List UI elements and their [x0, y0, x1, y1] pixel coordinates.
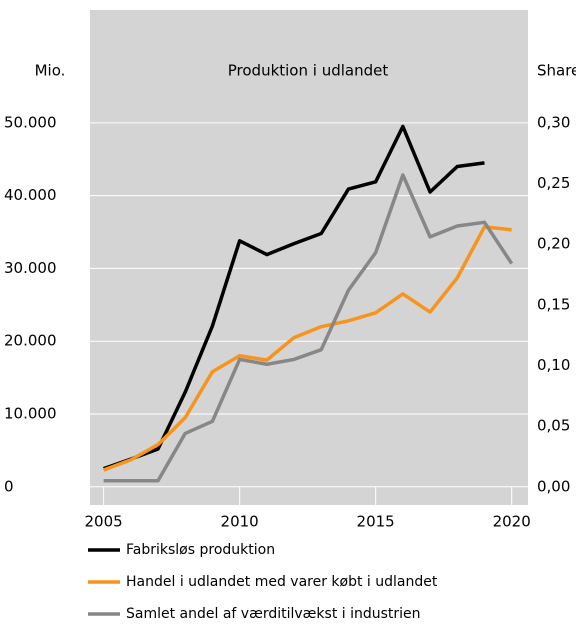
y-tick-label: 40.000 [4, 186, 57, 204]
x-tick-label: 2010 [221, 513, 259, 531]
line-series [102, 225, 512, 472]
y-tick-label: 50.000 [4, 113, 57, 131]
y2-axis-label: Share [537, 62, 576, 80]
y2-tick-label: 0,00 [537, 477, 570, 495]
y2-tick-label: 0,20 [537, 235, 570, 253]
y2-tick-label: 0,25 [537, 174, 570, 192]
legend-label: Handel i udlandet med varer købt i udlan… [126, 574, 438, 590]
x-tick-label: 2005 [85, 513, 123, 531]
chart-title: Produktion i udlandet [228, 62, 389, 80]
line-series [103, 173, 514, 483]
line-series [103, 124, 485, 471]
y2-tick-label: 0,05 [537, 417, 570, 435]
y-tick-label: 0 [4, 477, 14, 495]
y-tick-label: 20.000 [4, 332, 57, 350]
x-tick-label: 2020 [493, 513, 531, 531]
x-tick-label: 2015 [357, 513, 395, 531]
y2-tick-label: 0,15 [537, 295, 570, 313]
y-tick-label: 10.000 [4, 405, 57, 423]
y2-tick-label: 0,30 [537, 113, 570, 131]
legend-label: Samlet andel af værditilvækst i industri… [126, 606, 421, 622]
legend-label: Fabriksløs produktion [126, 542, 275, 558]
y-tick-label: 30.000 [4, 259, 57, 277]
y-axis-label: Mio. [35, 62, 66, 80]
plot-background [90, 10, 528, 505]
y2-tick-label: 0,10 [537, 356, 570, 374]
